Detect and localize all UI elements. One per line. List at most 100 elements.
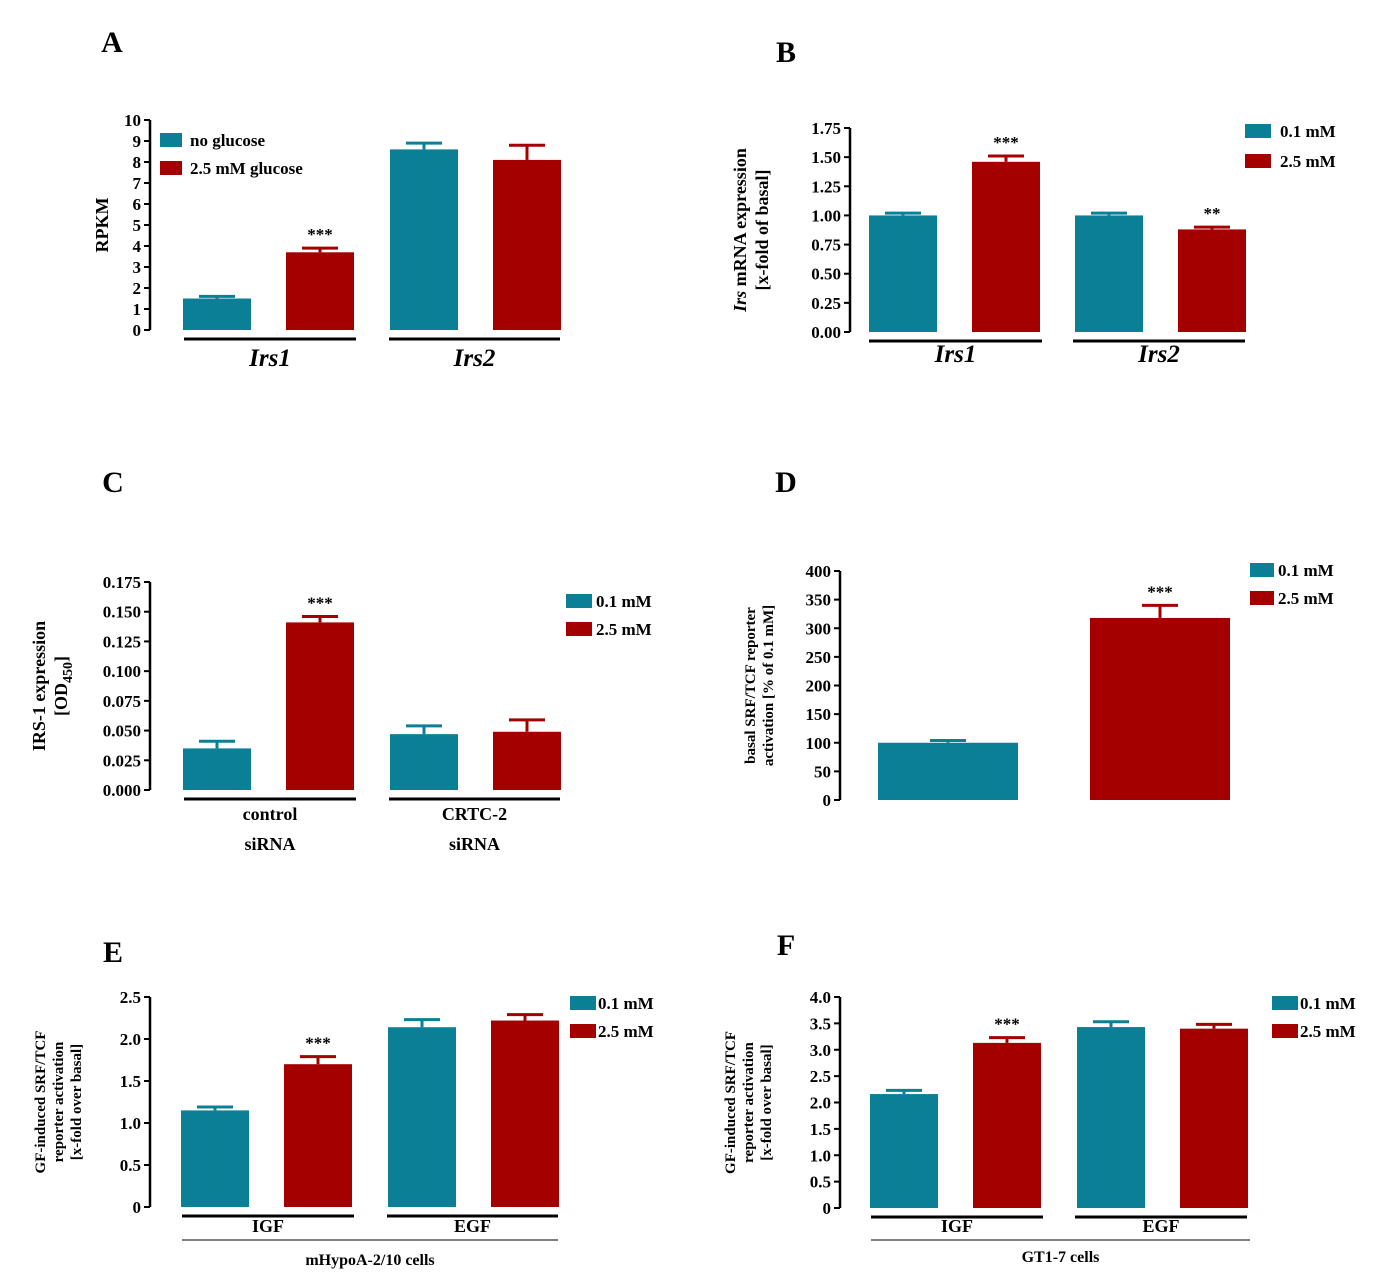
y-axis-label: activation [% of 0.1 mM]: [761, 605, 777, 766]
group-label-line: siRNA: [244, 834, 295, 854]
bar-no-glucose: [183, 298, 251, 330]
group-label: IGF: [252, 1216, 284, 1236]
group-label: Irs2: [453, 345, 496, 372]
y-tick-label: 1.50: [811, 148, 841, 167]
y-tick-label: 0.150: [103, 603, 141, 622]
legend-label: 0.1 mM: [1278, 561, 1334, 580]
legend-swatch: [1245, 154, 1271, 168]
y-axis-label: RPKM: [92, 197, 112, 252]
bar-2-5-mm: [972, 161, 1040, 332]
group-label-line: siRNA: [449, 834, 500, 854]
bar-0-1-mm: [1077, 1027, 1145, 1208]
significance-label: ***: [305, 1034, 331, 1053]
y-tick-label: 3: [133, 258, 142, 277]
y-tick-label: 0: [133, 1198, 142, 1217]
significance-label: ***: [307, 225, 333, 244]
bar-2-5-mm-glucose: [493, 159, 561, 330]
panel-letter: B: [776, 36, 796, 69]
y-tick-label: 250: [806, 648, 832, 667]
panel-e: E 0 0.5 1.0 1.5 2.0 2.5 GF-induced SRF/TCF repor…: [33, 936, 654, 1269]
y-tick-label: 0: [133, 321, 142, 340]
footnote: mHypoA-2/10 cells: [305, 1252, 434, 1269]
legend-swatch: [1250, 591, 1274, 605]
y-tick-label: 0.25: [811, 294, 841, 313]
panel-letter: C: [102, 466, 124, 499]
legend-label: 2.5 mM: [598, 1022, 654, 1041]
y-tick-label: 0.00: [811, 323, 841, 342]
significance-label: ***: [1147, 582, 1173, 601]
y-tick-label: 2.0: [120, 1030, 141, 1049]
y-axis-label: [OD450]: [51, 656, 76, 716]
bar-2-5-mm: [1180, 1028, 1248, 1208]
y-tick-label: 0.100: [103, 662, 141, 681]
y-tick-label: 1.5: [120, 1072, 141, 1091]
legend-label: no glucose: [190, 131, 266, 150]
bar-0-1-mm: [183, 748, 251, 790]
panel-b: B 0.00 0.25 0.50 0.75 1.00 1.25 1.50 1.75 Irs mRN…: [730, 36, 1336, 368]
legend-swatch: [570, 996, 596, 1010]
y-axis-label: [x-fold over basal]: [759, 1044, 775, 1160]
bar-0-1-mm: [870, 1094, 938, 1208]
legend-swatch: [1245, 124, 1271, 138]
bar-2-5-mm: [973, 1042, 1041, 1208]
y-tick-label: 6: [133, 195, 142, 214]
panel-letter: A: [101, 26, 123, 59]
y-tick-label: 0.175: [103, 573, 141, 592]
y-axis-label: GF-induced SRF/TCF: [723, 1031, 739, 1174]
y-tick-label: 0.075: [103, 692, 141, 711]
y-tick-label: 350: [806, 591, 832, 610]
y-tick-label: 2.0: [810, 1094, 831, 1113]
bar-2-5-mm: [286, 622, 354, 790]
bar-0-1-mm: [869, 215, 937, 332]
y-tick-label: 9: [133, 132, 142, 151]
group-label: EGF: [1142, 1216, 1179, 1236]
legend-label: 2.5 mM: [1280, 152, 1336, 171]
legend-swatch: [1272, 996, 1298, 1010]
panel-c: C 0.000 0.025 0.050 0.075 0.100 0.125 0.150 0.17…: [29, 466, 652, 854]
y-axis-label-rest: mRNA expression: [730, 148, 750, 291]
y-tick-label: 200: [806, 677, 832, 696]
y-tick-label: 3.0: [810, 1041, 831, 1060]
y-tick-label: 4.0: [810, 988, 831, 1007]
y-tick-label: 150: [806, 705, 832, 724]
bar-2-5-mm: [491, 1020, 559, 1207]
group-label: Irs1: [934, 341, 977, 368]
y-axis-label-subscript: 450: [61, 662, 76, 683]
y-axis-label: reporter activation: [741, 1042, 757, 1163]
y-tick-label: 300: [806, 619, 832, 638]
panel-letter: D: [775, 466, 797, 499]
legend-label: 0.1 mM: [596, 592, 652, 611]
y-tick-label: 0.50: [811, 265, 841, 284]
y-tick-label: 10: [124, 111, 141, 130]
legend-swatch: [566, 594, 592, 608]
y-tick-label: 100: [806, 734, 832, 753]
y-tick-label: 1.25: [811, 177, 841, 196]
y-tick-label: 7: [133, 174, 142, 193]
legend-swatch: [570, 1024, 596, 1038]
group-label: Irs2: [1137, 341, 1180, 368]
y-tick-label: 0: [823, 1199, 832, 1218]
y-axis-label-part: ]: [51, 656, 71, 662]
significance-label: ***: [993, 133, 1019, 152]
panel-d: D 0 50 100 150 200 250 300 350 400 basal SRF/TCF r…: [743, 466, 1334, 810]
y-tick-label: 1.0: [810, 1146, 831, 1165]
panel-a: A 0 1 2 3 4 5 6 7 8 9 10 RPKM *** Irs1 Irs2 no glucose 2.…: [92, 26, 561, 372]
y-tick-label: 1.0: [120, 1114, 141, 1133]
significance-label: ***: [307, 593, 333, 612]
y-axis-label: basal SRF/TCF reporter: [743, 607, 759, 764]
legend-swatch: [160, 133, 182, 147]
y-axis-label: IRS-1 expression: [29, 621, 49, 751]
y-axis-label-part: [OD: [51, 683, 71, 716]
bar-2-5-mm: [1178, 229, 1246, 332]
significance-label: ***: [994, 1015, 1020, 1034]
legend-swatch: [160, 161, 182, 175]
group-label: control siRNA: [243, 804, 298, 854]
legend-label: 2.5 mM: [596, 620, 652, 639]
group-label-line: CRTC-2: [442, 804, 507, 824]
bar-0-1-mm: [390, 734, 458, 790]
y-tick-label: 1.5: [810, 1120, 831, 1139]
legend-swatch: [566, 622, 592, 636]
y-tick-label: 0.5: [810, 1173, 831, 1192]
y-tick-label: 1: [133, 300, 142, 319]
y-tick-label: 0.025: [103, 751, 141, 770]
